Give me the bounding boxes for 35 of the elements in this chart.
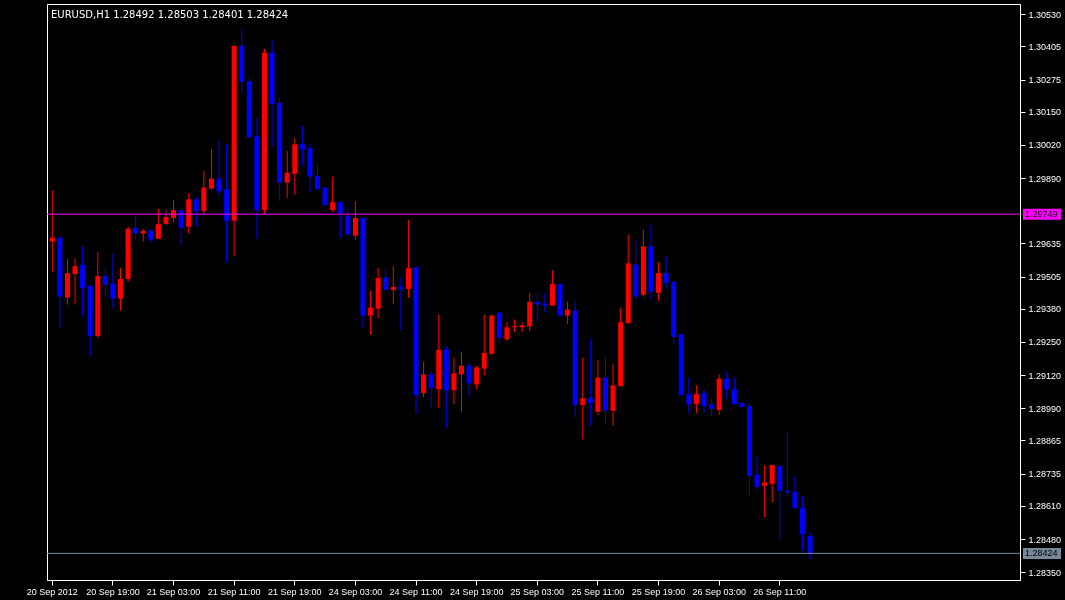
x-tick-label: 25 Sep 11:00 <box>571 586 625 597</box>
y-tick-label: 1.30020 <box>1028 140 1062 151</box>
x-tick-label: 24 Sep 19:00 <box>449 586 504 597</box>
y-tick-label: 1.28610 <box>1028 501 1062 512</box>
x-tick-label: 26 Sep 03:00 <box>692 586 746 597</box>
ref-line-label: 1.28424 <box>1025 548 1058 559</box>
y-tick-label: 1.30530 <box>1028 9 1062 20</box>
x-tick-label: 25 Sep 03:00 <box>510 586 565 597</box>
y-tick-label: 1.30150 <box>1028 107 1062 118</box>
y-tick-label: 1.28990 <box>1028 403 1062 414</box>
y-tick-label: 1.30275 <box>1028 75 1062 86</box>
x-tick-label: 24 Sep 11:00 <box>389 586 443 597</box>
x-tick-label: 21 Sep 03:00 <box>146 586 201 597</box>
y-tick-label: 1.29890 <box>1028 173 1062 184</box>
x-tick-label: 21 Sep 19:00 <box>268 586 322 597</box>
y-tick-label: 1.28350 <box>1028 567 1062 578</box>
y-tick-label: 1.30405 <box>1028 41 1062 52</box>
y-tick-label: 1.29635 <box>1028 238 1062 249</box>
y-tick-label: 1.29250 <box>1028 337 1062 348</box>
x-tick-label: 24 Sep 03:00 <box>328 586 383 597</box>
x-tick-label: 21 Sep 11:00 <box>207 586 261 597</box>
x-tick-label: 25 Sep 19:00 <box>631 586 686 597</box>
ref-line-label: 1.29749 <box>1025 209 1058 220</box>
x-tick-label: 20 Sep 2012 <box>26 586 78 597</box>
x-tick-label: 20 Sep 19:00 <box>86 586 140 597</box>
y-tick-label: 1.29380 <box>1028 304 1062 315</box>
y-tick-label: 1.28480 <box>1028 534 1062 545</box>
candlestick <box>322 187 328 206</box>
y-tick-label: 1.29120 <box>1028 370 1062 381</box>
chart-title: EURUSD,H1 1.28492 1.28503 1.28401 1.28424 <box>51 9 289 20</box>
y-tick-label: 1.28865 <box>1028 435 1062 446</box>
y-tick-label: 1.29505 <box>1028 272 1062 283</box>
candlestick <box>565 301 571 325</box>
y-tick-label: 1.28735 <box>1028 469 1062 480</box>
x-tick-label: 26 Sep 11:00 <box>753 586 807 597</box>
